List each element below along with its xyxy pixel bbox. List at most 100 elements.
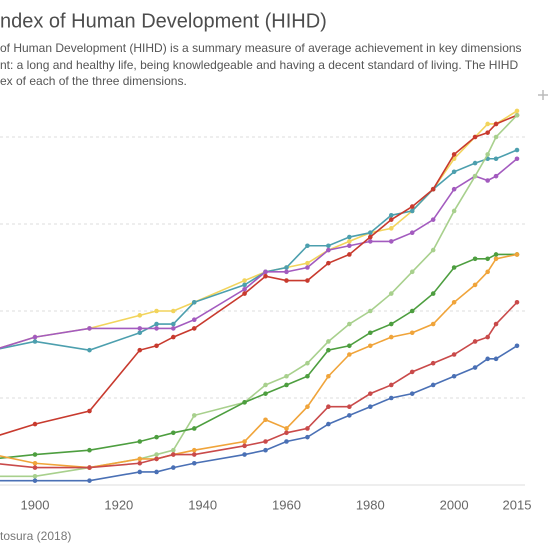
data-point [347, 321, 352, 327]
data-point [388, 382, 394, 388]
data-point [154, 321, 159, 327]
data-point [32, 421, 38, 427]
data-point [87, 326, 92, 331]
series-line [0, 110, 518, 349]
data-point [154, 434, 159, 440]
data-point [305, 265, 310, 270]
data-point [347, 234, 352, 240]
data-point [171, 308, 176, 314]
data-point [493, 134, 499, 140]
data-point [430, 217, 436, 222]
data-point [263, 273, 268, 279]
x-tick-label: 2015 [503, 497, 532, 512]
data-point [32, 478, 38, 483]
data-point [514, 147, 520, 153]
subtitle: ex of each of the three dimensions. [0, 74, 187, 88]
data-point [154, 308, 159, 314]
data-point [242, 278, 247, 283]
data-point [242, 282, 247, 288]
data-point [451, 169, 457, 175]
data-point [409, 391, 415, 396]
data-point [493, 356, 499, 362]
data-point [137, 326, 143, 331]
series-line [0, 301, 518, 469]
data-point [32, 334, 38, 340]
subtitle: of Human Development (HIHD) is a summary… [0, 41, 522, 55]
data-point [368, 230, 373, 235]
data-point [137, 439, 143, 444]
data-point [451, 300, 457, 305]
data-point [388, 213, 394, 218]
data-point [451, 152, 457, 157]
data-point [493, 173, 499, 179]
data-point [242, 443, 247, 449]
data-point [32, 465, 38, 470]
data-point [388, 334, 394, 340]
data-point [326, 247, 331, 253]
data-point [388, 321, 394, 327]
data-point [326, 404, 331, 410]
data-point [451, 208, 457, 214]
data-point [430, 291, 436, 296]
data-point [171, 326, 176, 331]
data-point [191, 460, 197, 466]
data-point [171, 452, 176, 457]
data-point [326, 421, 331, 427]
x-tick-label: 1900 [21, 497, 50, 512]
data-point [485, 256, 490, 262]
data-point [305, 373, 310, 379]
data-point [485, 356, 490, 362]
data-point [154, 326, 159, 331]
data-point [137, 330, 143, 336]
data-point [137, 313, 143, 318]
data-point [472, 365, 478, 370]
data-point [263, 417, 268, 423]
data-point [430, 321, 436, 327]
data-point [430, 360, 436, 366]
data-point [87, 408, 92, 414]
data-point [493, 121, 499, 127]
data-point [32, 452, 38, 457]
data-point [305, 278, 310, 283]
data-point [87, 447, 92, 453]
data-point [472, 256, 478, 262]
data-point [191, 447, 197, 453]
data-point [284, 426, 289, 431]
add-button[interactable] [538, 90, 548, 100]
data-point [485, 178, 490, 183]
data-point [388, 217, 394, 222]
data-point [242, 439, 247, 444]
source: tosura (2018) [0, 529, 71, 543]
data-point [409, 330, 415, 336]
data-point [191, 413, 197, 418]
data-point [171, 465, 176, 470]
data-point [430, 186, 436, 192]
data-point [409, 369, 415, 375]
data-point [242, 452, 247, 457]
data-point [514, 112, 520, 118]
data-point [305, 426, 310, 431]
data-point [347, 352, 352, 357]
series-line [0, 114, 518, 478]
chart-title: ndex of Human Development (HIHD) [0, 10, 327, 32]
data-point [493, 252, 499, 257]
data-point [493, 321, 499, 327]
data-point [485, 130, 490, 135]
data-point [514, 252, 520, 257]
subtitle: nt: a long and healthy life, being knowl… [0, 58, 518, 72]
data-point [409, 269, 415, 275]
data-point [368, 343, 373, 349]
data-point [472, 339, 478, 344]
series-line [0, 253, 518, 469]
data-point [368, 234, 373, 240]
data-point [326, 347, 331, 353]
data-point [409, 230, 415, 235]
data-point [154, 452, 159, 457]
data-point [263, 382, 268, 388]
x-tick-label: 1960 [272, 497, 301, 512]
data-point [284, 278, 289, 283]
data-point [305, 404, 310, 410]
data-point [284, 382, 289, 388]
data-point [191, 317, 197, 323]
data-point [171, 430, 176, 436]
